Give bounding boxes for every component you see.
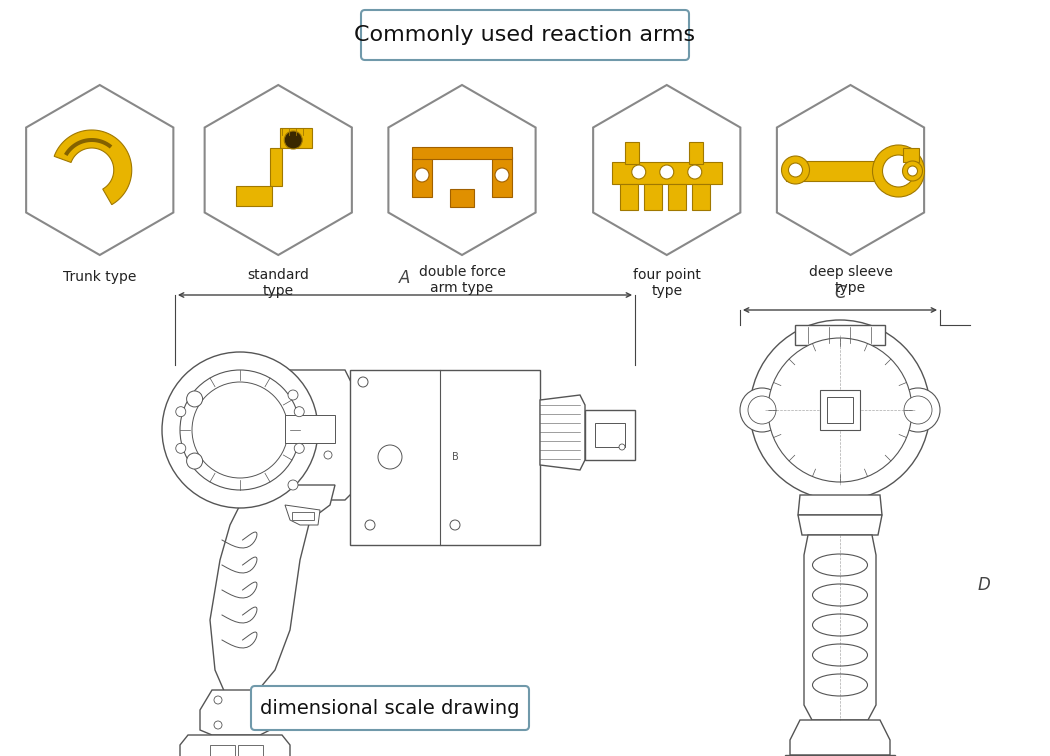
Circle shape [214, 696, 222, 704]
Polygon shape [200, 690, 270, 735]
FancyBboxPatch shape [785, 161, 916, 181]
FancyBboxPatch shape [412, 147, 512, 159]
FancyBboxPatch shape [412, 157, 432, 197]
Polygon shape [593, 85, 740, 255]
Text: Trunk type: Trunk type [63, 270, 136, 284]
Circle shape [175, 443, 186, 454]
Circle shape [358, 377, 367, 387]
Circle shape [175, 407, 186, 417]
Circle shape [251, 721, 259, 729]
Text: double force
arm type: double force arm type [419, 265, 505, 295]
FancyBboxPatch shape [236, 186, 272, 206]
FancyBboxPatch shape [585, 410, 635, 460]
FancyBboxPatch shape [625, 142, 638, 164]
Text: B: B [452, 452, 459, 462]
Circle shape [162, 352, 318, 508]
Polygon shape [790, 720, 890, 755]
Circle shape [192, 382, 288, 478]
Circle shape [688, 165, 701, 179]
Circle shape [415, 168, 429, 182]
Polygon shape [205, 85, 352, 255]
Circle shape [748, 396, 776, 424]
Text: D: D [978, 576, 991, 594]
Circle shape [632, 165, 646, 179]
FancyBboxPatch shape [692, 184, 710, 210]
Circle shape [450, 520, 460, 530]
Circle shape [365, 520, 375, 530]
Circle shape [288, 480, 298, 490]
Circle shape [789, 163, 802, 177]
Polygon shape [55, 130, 131, 205]
FancyBboxPatch shape [689, 142, 702, 164]
Polygon shape [26, 85, 173, 255]
Text: A: A [399, 269, 411, 287]
Polygon shape [804, 535, 876, 720]
Circle shape [620, 444, 625, 450]
FancyBboxPatch shape [595, 423, 625, 447]
Circle shape [781, 156, 810, 184]
Text: dimensional scale drawing: dimensional scale drawing [260, 699, 520, 717]
Circle shape [896, 388, 940, 432]
FancyBboxPatch shape [903, 148, 919, 162]
Text: four point
type: four point type [633, 268, 700, 298]
FancyBboxPatch shape [668, 184, 686, 210]
Circle shape [659, 165, 674, 179]
Circle shape [904, 396, 932, 424]
FancyBboxPatch shape [251, 686, 529, 730]
Circle shape [907, 166, 918, 176]
Circle shape [288, 390, 298, 400]
Polygon shape [388, 85, 536, 255]
FancyBboxPatch shape [644, 184, 662, 210]
Circle shape [495, 168, 509, 182]
FancyBboxPatch shape [292, 512, 314, 520]
FancyBboxPatch shape [210, 745, 235, 756]
Polygon shape [798, 495, 882, 515]
Circle shape [324, 451, 332, 459]
Circle shape [187, 453, 203, 469]
FancyBboxPatch shape [612, 162, 721, 184]
Polygon shape [777, 85, 924, 255]
FancyBboxPatch shape [361, 10, 689, 60]
Text: Commonly used reaction arms: Commonly used reaction arms [355, 25, 695, 45]
Polygon shape [64, 138, 112, 156]
Circle shape [180, 370, 300, 490]
Circle shape [294, 407, 304, 417]
Circle shape [750, 320, 930, 500]
Circle shape [768, 338, 912, 482]
FancyBboxPatch shape [238, 745, 262, 756]
Polygon shape [285, 505, 320, 525]
Circle shape [903, 161, 923, 181]
Polygon shape [210, 485, 335, 700]
Circle shape [251, 696, 259, 704]
FancyBboxPatch shape [820, 390, 860, 430]
FancyBboxPatch shape [492, 157, 512, 197]
FancyBboxPatch shape [350, 370, 540, 545]
FancyBboxPatch shape [285, 415, 335, 443]
FancyBboxPatch shape [270, 148, 282, 186]
Polygon shape [205, 370, 295, 390]
Circle shape [882, 155, 915, 187]
FancyBboxPatch shape [280, 128, 312, 148]
Circle shape [285, 131, 302, 149]
Circle shape [378, 445, 402, 469]
FancyBboxPatch shape [450, 189, 474, 207]
Text: C: C [834, 284, 846, 302]
Circle shape [873, 145, 924, 197]
FancyBboxPatch shape [827, 397, 853, 423]
FancyBboxPatch shape [795, 325, 885, 345]
Polygon shape [798, 515, 882, 535]
Circle shape [187, 391, 203, 407]
Circle shape [214, 721, 222, 729]
Text: deep sleeve
type: deep sleeve type [808, 265, 892, 295]
Text: standard
type: standard type [248, 268, 309, 298]
Polygon shape [180, 735, 290, 756]
Polygon shape [270, 370, 355, 500]
Polygon shape [540, 395, 585, 470]
FancyBboxPatch shape [620, 184, 637, 210]
Circle shape [740, 388, 784, 432]
Circle shape [294, 443, 304, 454]
FancyBboxPatch shape [785, 755, 895, 756]
